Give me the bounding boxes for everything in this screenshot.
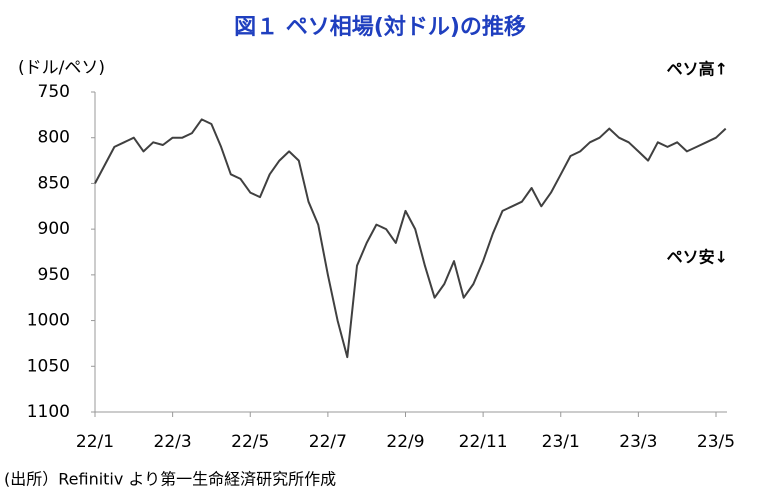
x-tick-label: 22/5 <box>231 432 269 452</box>
x-tick-label: 23/1 <box>542 432 580 452</box>
annotation: ペソ高↑ <box>667 60 728 79</box>
source-note: (出所）Refinitiv より第一生命経済研究所作成 <box>4 470 336 489</box>
y-tick-label: 950 <box>38 265 70 285</box>
y-tick-label: 900 <box>38 219 70 239</box>
y-tick-label: 750 <box>38 82 70 102</box>
x-tick-label: 23/5 <box>697 432 735 452</box>
price-line <box>94 118 727 359</box>
x-tick-label: 22/7 <box>309 432 347 452</box>
chart-title: 図１ ペソ相場(対ドル)の推移 <box>234 14 526 40</box>
y-tick-label: 850 <box>38 173 70 193</box>
annotation: ペソ安↓ <box>667 248 728 267</box>
y-tick-label: 1000 <box>27 311 70 331</box>
y-tick-label: 1050 <box>27 356 70 376</box>
y-tick-label: 1100 <box>27 402 70 422</box>
x-tick-label: 22/3 <box>154 432 192 452</box>
x-tick-label: 22/11 <box>459 432 508 452</box>
x-tick-label: 23/3 <box>619 432 657 452</box>
x-tick-label: 22/1 <box>76 432 114 452</box>
y-axis-label: (ドル/ペソ) <box>18 58 105 78</box>
x-tick-label: 22/9 <box>386 432 424 452</box>
y-tick-label: 800 <box>38 128 70 148</box>
